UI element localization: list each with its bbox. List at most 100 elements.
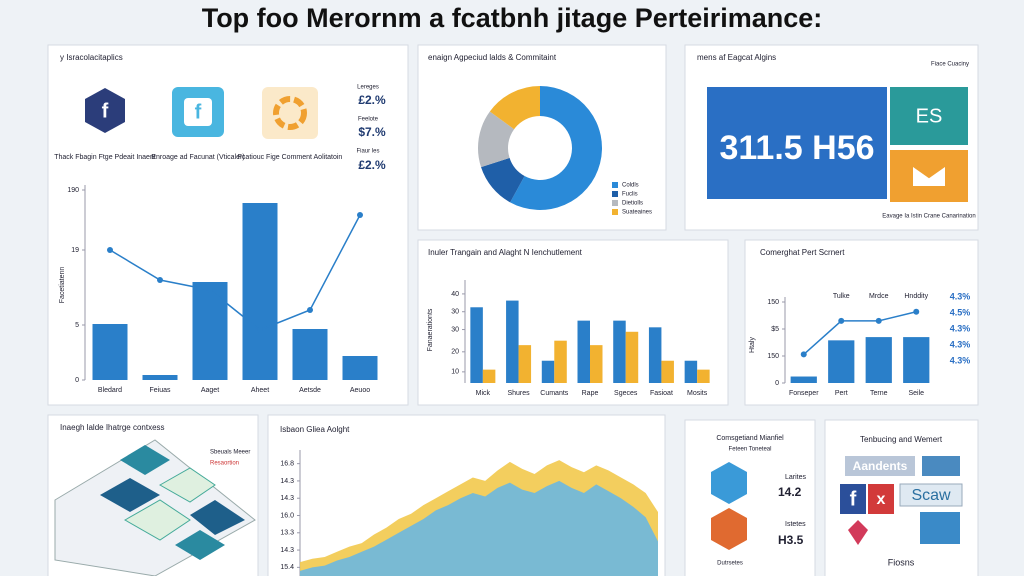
pie-slice — [489, 86, 541, 130]
line-point — [800, 351, 807, 358]
panel-subtitle: Feteen Toneteal — [729, 447, 772, 453]
y-tick-label: 14.3 — [280, 495, 294, 502]
side-label: 4.3% — [950, 355, 971, 365]
charts: 0 5 19 190 Facetiatenn Bledard Feiuas Aaget Ahee… — [59, 53, 970, 576]
x-tick-label: Aaget — [201, 387, 219, 394]
column-header: Mrdce — [869, 293, 889, 300]
panel-title: Inaegh lalde Ihatrge contxess — [60, 423, 165, 432]
icon — [840, 484, 866, 514]
icon-caption: Fcatiouc Fige Comment Aolitatoin — [238, 154, 343, 161]
bar — [92, 324, 128, 380]
icon — [273, 96, 307, 130]
panel — [417, 239, 729, 406]
y-tick-label: 0 — [775, 380, 779, 387]
bar — [518, 345, 532, 383]
stat-label: Larites — [785, 474, 807, 481]
y-tick-label: 20 — [451, 349, 459, 356]
y-tick-label: 150 — [767, 353, 779, 360]
legend-label: Coldls — [622, 183, 639, 189]
bar — [342, 356, 378, 380]
x-tick-label: Rape — [582, 390, 599, 397]
bar — [684, 360, 698, 383]
y-tick-label: 16.0 — [280, 512, 294, 519]
stat: 14.2 — [778, 485, 802, 499]
bar — [554, 340, 567, 383]
bar — [828, 340, 855, 383]
bar — [790, 376, 817, 383]
legend-swatch — [612, 182, 618, 188]
bar — [590, 345, 603, 383]
badge: ES — [916, 105, 943, 127]
icon-letter: f — [102, 100, 109, 122]
x-tick-label: Mick — [476, 390, 491, 397]
panel-title: y Isracolacitaplics — [60, 53, 123, 62]
line-point — [357, 212, 363, 218]
stat-label: Feelote — [358, 117, 379, 123]
side-label: 4.3% — [950, 339, 971, 349]
y-tick-label: 40 — [451, 291, 459, 298]
x-tick-label: Terne — [870, 390, 888, 397]
bar — [625, 331, 639, 383]
stat: $7.% — [358, 125, 386, 139]
line-point — [838, 317, 845, 324]
line-point — [207, 287, 213, 293]
icon-caption: Thack Fbagin Ftge Pdeait Inaent — [54, 154, 156, 161]
tag-text: Aandents — [853, 459, 908, 473]
tag — [845, 456, 915, 476]
legend-swatch — [612, 209, 618, 215]
x-tick-label: Aheet — [251, 387, 269, 394]
x-tick-label: Pert — [835, 390, 848, 397]
line-point — [875, 317, 882, 324]
bar — [292, 329, 328, 380]
side-label: 4.3% — [950, 323, 971, 333]
y-tick-label: 30 — [451, 309, 459, 316]
icon — [890, 87, 968, 145]
icon — [184, 98, 212, 126]
icon — [922, 456, 960, 476]
y-tick-label: $5 — [771, 326, 779, 333]
legend-swatch — [612, 191, 618, 197]
panel-footer: Fiosns — [888, 557, 915, 567]
icon — [911, 164, 947, 188]
panel-title: Isbaon Gliea Aolght — [280, 425, 350, 434]
x-tick-label: Feiuas — [149, 387, 171, 394]
x-tick-label: Aetsde — [299, 387, 321, 394]
icon — [868, 484, 894, 514]
y-axis-label: Fanaerationts — [427, 308, 434, 351]
bar — [903, 337, 930, 383]
y-tick-label: 15.4 — [280, 564, 294, 571]
diagram-note: Resaortion — [210, 461, 239, 467]
stat-label: Istetes — [785, 521, 806, 528]
stat: £2.% — [358, 93, 386, 107]
bar — [470, 307, 483, 383]
icon-letter: f — [850, 488, 857, 510]
y-tick-label: 0 — [75, 377, 79, 384]
column-header: Hnddity — [904, 293, 928, 300]
word: Scaw — [911, 487, 951, 504]
x-tick-label: Mosits — [687, 390, 708, 397]
y-tick-label: 16.8 — [280, 460, 294, 467]
line-point — [913, 308, 920, 315]
panel-title: Comerghat Pert Scrnert — [760, 248, 845, 257]
icon — [848, 520, 868, 545]
kpi-card — [707, 87, 887, 199]
page-title: Top foo Merornm a fcatbnh jitage Perteir… — [202, 3, 823, 33]
x-tick-label: Sgeces — [614, 390, 638, 397]
panel-footer: Dutrsetes — [717, 561, 743, 567]
line-point — [107, 247, 113, 253]
panel — [684, 419, 816, 576]
line-point — [307, 307, 313, 313]
diagram-node — [100, 478, 160, 512]
side-label: 4.3% — [950, 291, 971, 301]
stat-label: Fiaur les — [356, 149, 379, 155]
icon — [711, 508, 747, 550]
y-tick-label: 14.3 — [280, 547, 294, 554]
bar — [541, 360, 555, 383]
bar — [697, 369, 710, 383]
kpi-value: 311.5 H56 — [719, 129, 874, 167]
diagram — [54, 439, 256, 576]
pie-slice — [477, 111, 515, 168]
bar — [242, 203, 278, 380]
icon — [899, 483, 963, 507]
line — [803, 310, 917, 355]
